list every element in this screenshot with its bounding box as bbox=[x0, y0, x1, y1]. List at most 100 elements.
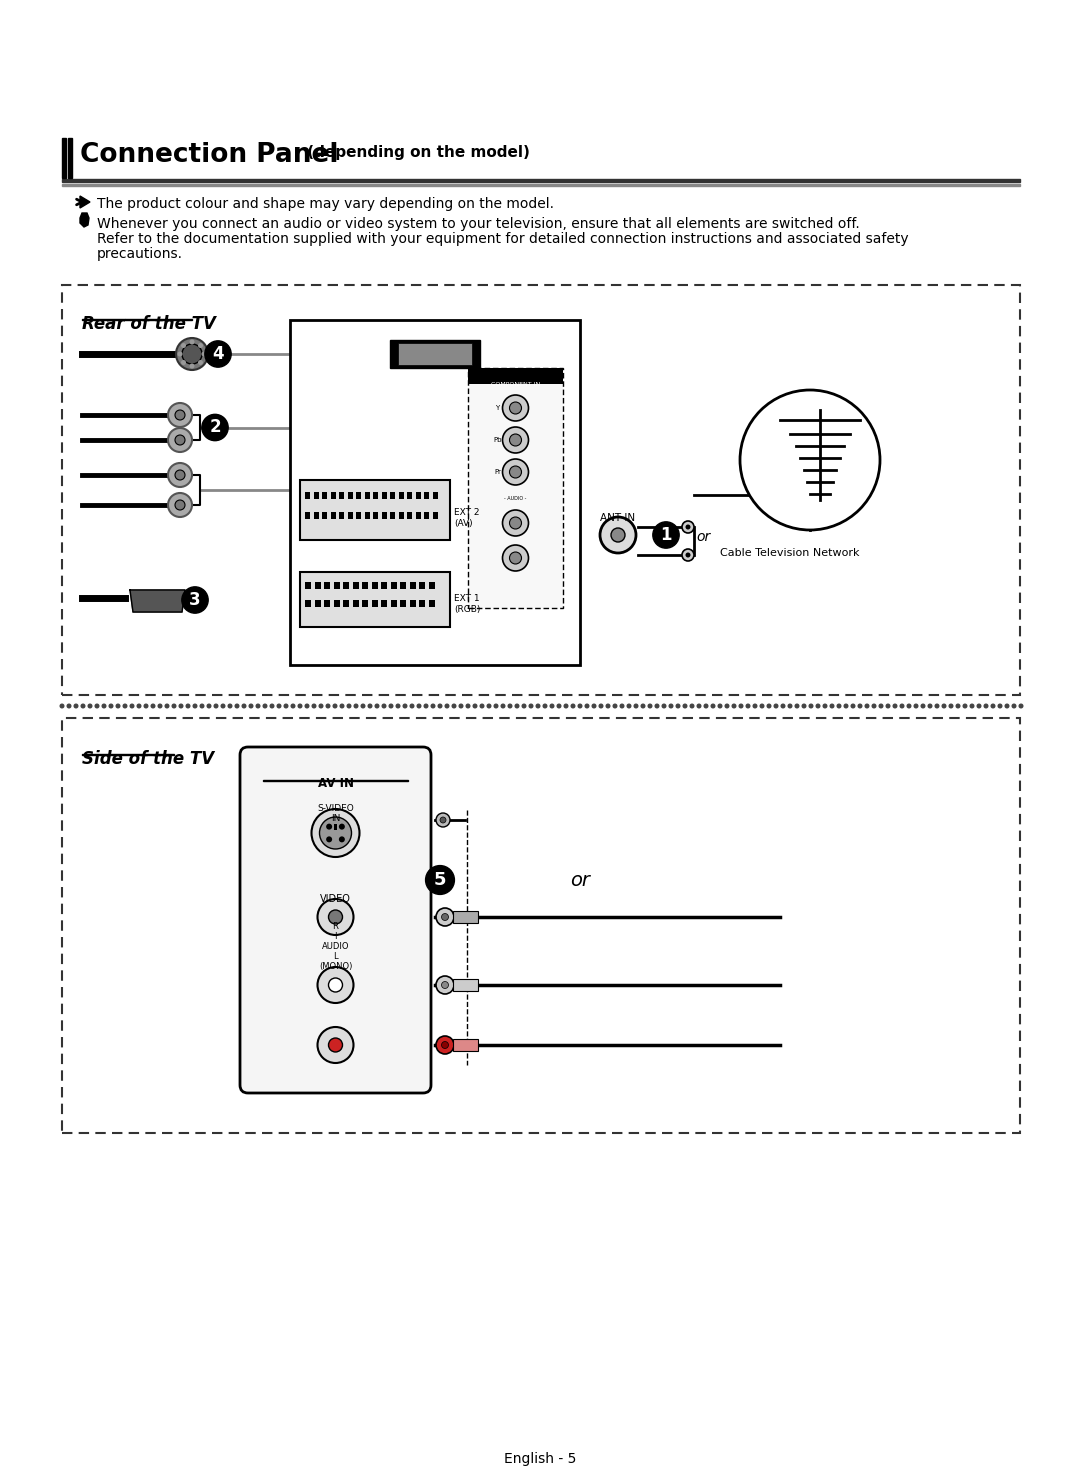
Circle shape bbox=[823, 704, 827, 708]
Circle shape bbox=[339, 836, 345, 842]
Circle shape bbox=[963, 704, 967, 708]
Circle shape bbox=[228, 704, 232, 708]
Circle shape bbox=[837, 704, 841, 708]
Circle shape bbox=[495, 704, 498, 708]
Bar bbox=[432, 493, 437, 499]
Circle shape bbox=[436, 1035, 454, 1055]
Circle shape bbox=[698, 704, 701, 708]
Bar bbox=[314, 583, 321, 589]
Bar bbox=[313, 493, 319, 499]
Bar bbox=[365, 512, 369, 519]
Text: (MONO): (MONO) bbox=[319, 962, 352, 971]
Text: R: R bbox=[333, 922, 338, 931]
Text: Cable Television Network: Cable Television Network bbox=[720, 549, 860, 558]
Circle shape bbox=[487, 704, 490, 708]
Circle shape bbox=[571, 704, 575, 708]
Text: - AUDIO -: - AUDIO - bbox=[504, 496, 527, 502]
Circle shape bbox=[189, 339, 194, 345]
Bar bbox=[399, 344, 472, 364]
Circle shape bbox=[557, 704, 561, 708]
Circle shape bbox=[781, 704, 785, 708]
Bar bbox=[339, 512, 345, 519]
Circle shape bbox=[984, 704, 988, 708]
Circle shape bbox=[942, 704, 946, 708]
Bar bbox=[62, 718, 1020, 1133]
Circle shape bbox=[928, 704, 932, 708]
Bar bbox=[372, 583, 378, 589]
Bar bbox=[391, 600, 396, 608]
Circle shape bbox=[739, 704, 743, 708]
Bar bbox=[322, 512, 327, 519]
Circle shape bbox=[109, 704, 112, 708]
Circle shape bbox=[502, 459, 528, 485]
Bar bbox=[343, 583, 349, 589]
Circle shape bbox=[453, 704, 456, 708]
Circle shape bbox=[131, 704, 134, 708]
Circle shape bbox=[578, 704, 582, 708]
Circle shape bbox=[510, 552, 522, 563]
Circle shape bbox=[158, 704, 162, 708]
Bar bbox=[62, 178, 1020, 181]
Circle shape bbox=[970, 704, 974, 708]
Bar bbox=[429, 600, 434, 608]
Circle shape bbox=[509, 704, 512, 708]
Bar bbox=[362, 600, 368, 608]
Circle shape bbox=[382, 704, 386, 708]
Circle shape bbox=[611, 528, 625, 541]
Bar bbox=[305, 600, 311, 608]
Bar bbox=[390, 493, 395, 499]
Circle shape bbox=[467, 704, 470, 708]
Polygon shape bbox=[80, 196, 90, 208]
Circle shape bbox=[175, 410, 185, 420]
Circle shape bbox=[795, 704, 799, 708]
Circle shape bbox=[278, 704, 281, 708]
Circle shape bbox=[606, 704, 610, 708]
Bar bbox=[324, 583, 330, 589]
Circle shape bbox=[529, 704, 532, 708]
Circle shape bbox=[686, 525, 690, 530]
Bar bbox=[348, 512, 352, 519]
Circle shape bbox=[859, 704, 862, 708]
Text: 4: 4 bbox=[212, 345, 224, 363]
Bar bbox=[330, 493, 336, 499]
Circle shape bbox=[627, 704, 631, 708]
Bar bbox=[313, 512, 319, 519]
Circle shape bbox=[550, 704, 554, 708]
Circle shape bbox=[177, 351, 183, 357]
Text: I: I bbox=[334, 932, 337, 941]
Text: Y: Y bbox=[496, 406, 500, 412]
Circle shape bbox=[361, 704, 365, 708]
Bar bbox=[400, 600, 406, 608]
Bar bbox=[432, 512, 437, 519]
Circle shape bbox=[977, 704, 981, 708]
Circle shape bbox=[312, 704, 315, 708]
Circle shape bbox=[536, 704, 540, 708]
Bar bbox=[62, 139, 66, 178]
Bar bbox=[372, 600, 378, 608]
Circle shape bbox=[681, 521, 694, 532]
Circle shape bbox=[684, 704, 687, 708]
Circle shape bbox=[60, 704, 64, 708]
Bar bbox=[453, 912, 478, 923]
Circle shape bbox=[592, 704, 596, 708]
Circle shape bbox=[318, 1027, 353, 1063]
Circle shape bbox=[865, 704, 868, 708]
Text: Refer to the documentation supplied with your equipment for detailed connection : Refer to the documentation supplied with… bbox=[97, 232, 908, 246]
Circle shape bbox=[67, 704, 71, 708]
Circle shape bbox=[502, 395, 528, 420]
Bar bbox=[429, 583, 434, 589]
Circle shape bbox=[599, 704, 603, 708]
Bar bbox=[373, 512, 378, 519]
Circle shape bbox=[340, 704, 343, 708]
FancyBboxPatch shape bbox=[240, 746, 431, 1093]
Circle shape bbox=[670, 704, 673, 708]
Circle shape bbox=[145, 704, 148, 708]
Bar bbox=[407, 493, 411, 499]
Circle shape bbox=[284, 704, 287, 708]
Text: or: or bbox=[696, 530, 711, 544]
Bar bbox=[291, 320, 580, 665]
Circle shape bbox=[921, 704, 924, 708]
Circle shape bbox=[440, 817, 446, 823]
Circle shape bbox=[473, 704, 476, 708]
Circle shape bbox=[879, 704, 882, 708]
